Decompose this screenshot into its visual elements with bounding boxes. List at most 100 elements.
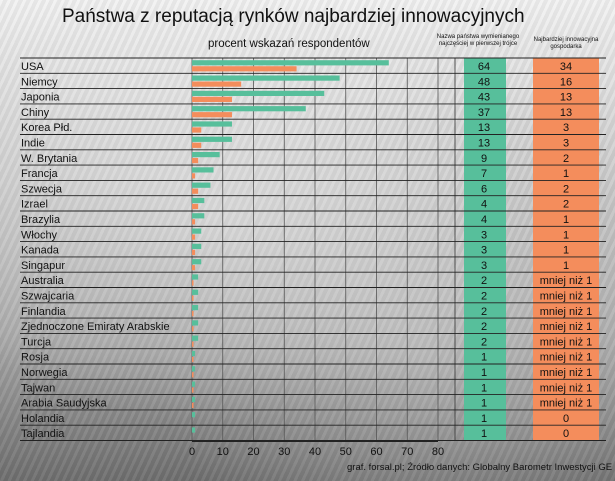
row-label: Rosja: [21, 352, 50, 364]
x-tick-label: 0: [189, 446, 195, 458]
bar-orange: [192, 66, 297, 72]
cell-value-green: 6: [481, 183, 487, 195]
cell-value-orange: mniej niż 1: [540, 291, 593, 303]
cell-value-orange: 0: [563, 428, 569, 440]
row-label: Japonia: [21, 92, 60, 104]
cell-value-green: 1: [481, 352, 487, 364]
column-header-most-innovative: Najbardziej innowacyjna gospodarka: [530, 37, 602, 51]
cell-value-green: 13: [478, 122, 490, 134]
column-header-most-mentioned: Nazwa państwa wymienianego najczęściej w…: [432, 34, 524, 48]
bar-orange: [192, 158, 199, 164]
row-label: W. Brytania: [21, 153, 78, 165]
row-label: Holandia: [21, 413, 65, 425]
cell-value-orange: 1: [563, 229, 569, 241]
cell-value-green: 4: [481, 214, 487, 226]
cell-value-orange: 13: [560, 92, 572, 104]
bar-green: [192, 167, 214, 173]
bar-orange: [192, 356, 194, 363]
x-tick-label: 60: [370, 446, 382, 458]
value-column-orange: [533, 58, 599, 440]
cell-value-green: 1: [481, 428, 487, 440]
row-label: USA: [21, 61, 44, 73]
bar-green: [192, 366, 196, 372]
cell-value-green: 13: [478, 138, 490, 150]
cell-value-orange: 0: [563, 413, 569, 425]
bar-orange: [192, 127, 202, 133]
cell-value-green: 4: [481, 199, 487, 211]
cell-value-orange: 34: [560, 61, 572, 73]
cell-value-orange: mniej niż 1: [540, 275, 593, 287]
bar-green: [192, 197, 205, 204]
bar-green: [192, 396, 196, 402]
cell-value-orange: 1: [563, 260, 569, 272]
cell-value-green: 2: [481, 275, 487, 287]
bar-green: [192, 60, 389, 66]
cell-value-green: 1: [481, 398, 487, 410]
bar-green: [192, 259, 202, 265]
bar-orange: [192, 311, 194, 317]
chart-title: Państwa z reputacją rynków najbardziej i…: [62, 6, 525, 27]
bar-green: [192, 136, 232, 142]
value-column-green: [464, 58, 506, 440]
bar-green: [192, 305, 199, 311]
column-header-line: Najbardziej innowacyjna: [533, 37, 599, 43]
bar-orange: [192, 402, 194, 408]
row-label: Tajwan: [21, 382, 55, 394]
cell-value-orange: mniej niż 1: [540, 321, 593, 333]
cell-value-orange: 2: [563, 199, 569, 211]
cell-value-orange: 1: [563, 245, 569, 257]
x-tick-label: 50: [340, 446, 352, 458]
x-tick-label: 10: [217, 446, 229, 458]
cell-value-green: 9: [481, 153, 487, 165]
cell-value-orange: 13: [560, 107, 572, 119]
cell-value-green: 37: [478, 107, 490, 119]
cell-value-orange: mniej niż 1: [540, 398, 593, 410]
cell-value-green: 2: [481, 336, 487, 348]
cell-value-green: 1: [481, 413, 487, 425]
cell-value-orange: mniej niż 1: [540, 336, 593, 348]
cell-value-orange: mniej niż 1: [540, 352, 593, 364]
bar-green: [192, 228, 202, 234]
row-label: Indie: [21, 138, 45, 150]
cell-value-green: 48: [478, 76, 490, 88]
x-tick-label: 40: [309, 446, 321, 458]
cell-value-green: 3: [481, 229, 487, 241]
bar-orange: [192, 219, 196, 225]
column-header-line: Nazwa państwa wymienianego: [436, 34, 520, 40]
x-tick-label: 30: [278, 446, 290, 458]
bar-green: [192, 274, 199, 280]
bar-green: [192, 381, 196, 387]
row-label: Tajlandia: [21, 428, 65, 440]
bar-orange: [192, 372, 194, 378]
bar-green: [192, 320, 199, 326]
bar-green: [192, 289, 199, 295]
row-label: Singapur: [21, 260, 65, 272]
cell-value-orange: 1: [563, 168, 569, 180]
row-label: Australia: [21, 275, 65, 287]
bar-orange: [192, 280, 194, 286]
bar-orange: [192, 295, 194, 301]
cell-value-orange: 3: [563, 122, 569, 134]
bar-green: [192, 243, 202, 249]
cell-value-orange: mniej niż 1: [540, 306, 593, 318]
row-label: Zjednoczone Emiraty Arabskie: [21, 321, 170, 333]
cell-value-orange: 2: [563, 153, 569, 165]
cell-value-green: 2: [481, 291, 487, 303]
row-label: Finlandia: [21, 306, 67, 318]
cell-value-green: 64: [478, 61, 490, 73]
bar-orange: [192, 387, 194, 393]
row-label: Francja: [21, 168, 59, 180]
cell-value-green: 3: [481, 260, 487, 272]
cell-value-green: 2: [481, 321, 487, 333]
bar-orange: [192, 142, 202, 148]
cell-value-orange: 2: [563, 183, 569, 195]
row-label: Niemcy: [21, 76, 58, 88]
bar-orange: [192, 81, 242, 87]
chart-subtitle: procent wskazań respondentów: [208, 38, 370, 50]
bar-orange: [192, 249, 196, 255]
row-label: Brazylia: [21, 214, 61, 226]
bar-orange: [192, 341, 194, 347]
bar-green: [192, 121, 232, 127]
row-label: Chiny: [21, 107, 50, 119]
